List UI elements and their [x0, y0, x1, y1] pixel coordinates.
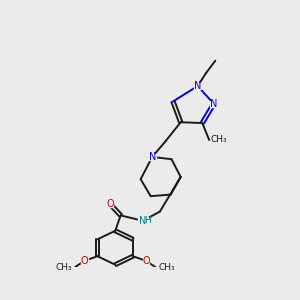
Bar: [143, 258, 149, 264]
Text: O: O: [81, 256, 88, 266]
Text: N: N: [194, 81, 201, 91]
Bar: [138, 217, 148, 224]
Text: O: O: [142, 256, 150, 266]
Text: O: O: [106, 199, 114, 209]
Text: CH₃: CH₃: [211, 135, 227, 144]
Text: N: N: [139, 216, 147, 226]
Bar: [210, 101, 218, 107]
Text: N: N: [210, 99, 218, 109]
Bar: [149, 154, 156, 160]
Text: CH₃: CH₃: [158, 262, 175, 272]
Bar: [81, 258, 88, 264]
Bar: [194, 83, 202, 89]
Text: CH₃: CH₃: [56, 262, 72, 272]
Text: H: H: [144, 215, 151, 224]
Bar: [107, 201, 113, 207]
Text: N: N: [148, 152, 156, 162]
